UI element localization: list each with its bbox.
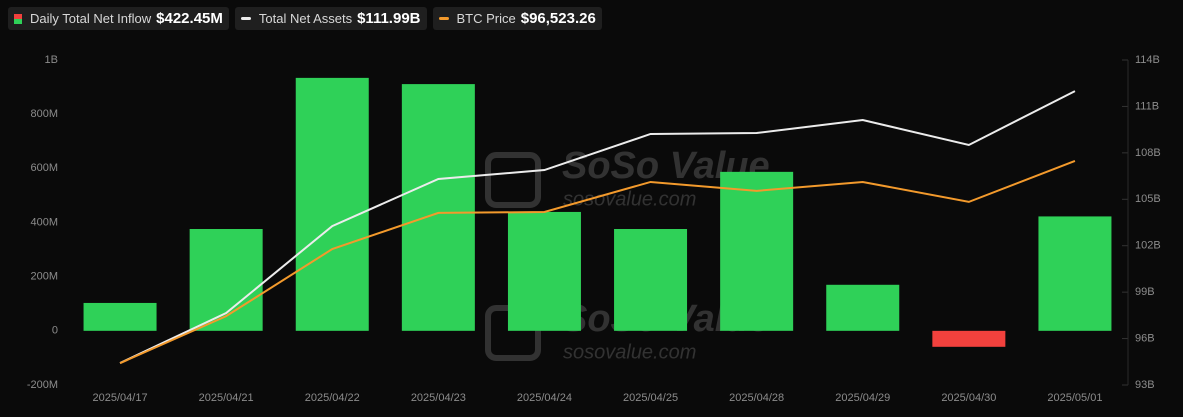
line	[119, 160, 1076, 365]
x-tick-label: 2025/05/01	[1047, 392, 1102, 404]
x-tick-label: 2025/04/30	[941, 392, 996, 404]
y-tick-label: 1B	[45, 54, 58, 66]
legend-value: $111.99B	[357, 10, 421, 27]
y2-tick-label: 114B	[1135, 54, 1160, 66]
legend-item[interactable]: Daily Total Net Inflow $422.45M	[8, 7, 229, 30]
bar	[932, 330, 1006, 347]
y2-tick-label: 108B	[1135, 147, 1161, 159]
legend-value: $422.45M	[156, 10, 223, 27]
legend-item[interactable]: BTC Price $96,523.26	[432, 7, 602, 30]
legend-value: $96,523.26	[520, 10, 596, 27]
legend-label: BTC Price	[456, 11, 516, 26]
legend-label: Total Net Assets	[258, 11, 353, 26]
y2-tick-label: 102B	[1135, 240, 1161, 252]
watermark-subtext: sosovalue.com	[563, 188, 696, 210]
legend-swatch	[438, 17, 449, 20]
y2-tick-label: 111B	[1135, 100, 1159, 112]
y2-tick-label: 96B	[1135, 332, 1155, 344]
y2-tick-label: 105B	[1135, 193, 1161, 205]
y2-tick-label: 99B	[1135, 286, 1155, 298]
legend-label: Daily Total Net Inflow	[30, 11, 152, 26]
y-tick-label: 0	[52, 325, 58, 337]
x-tick-label: 2025/04/17	[93, 392, 148, 404]
bar	[826, 284, 900, 331]
y-tick-label: -200M	[27, 379, 58, 391]
legend: Daily Total Net Inflow $422.45M Total Ne…	[8, 7, 602, 30]
legend-swatch	[240, 17, 251, 20]
watermark-subtext: sosovalue.com	[563, 341, 696, 363]
bar	[720, 171, 794, 331]
y-tick-label: 800M	[30, 108, 58, 120]
x-tick-label: 2025/04/25	[623, 392, 678, 404]
x-tick-label: 2025/04/23	[411, 392, 466, 404]
bar	[1038, 216, 1112, 331]
watermark-logo	[485, 152, 541, 208]
legend-swatch	[14, 13, 22, 24]
x-tick-label: 2025/04/29	[835, 392, 890, 404]
bar	[507, 211, 581, 331]
y2-tick-label: 93B	[1135, 379, 1155, 391]
line	[119, 90, 1076, 364]
bar	[614, 229, 688, 331]
x-tick-label: 2025/04/21	[199, 392, 254, 404]
y-tick-label: 400M	[30, 216, 58, 228]
bar	[401, 84, 475, 331]
bar	[295, 77, 369, 331]
bar	[83, 302, 157, 331]
x-tick-label: 2025/04/22	[305, 392, 360, 404]
x-tick-label: 2025/04/28	[729, 392, 784, 404]
y-tick-label: 600M	[30, 162, 58, 174]
y-tick-label: 200M	[30, 271, 58, 283]
x-tick-label: 2025/04/24	[517, 392, 572, 404]
legend-item[interactable]: Total Net Assets $111.99B	[234, 7, 427, 30]
